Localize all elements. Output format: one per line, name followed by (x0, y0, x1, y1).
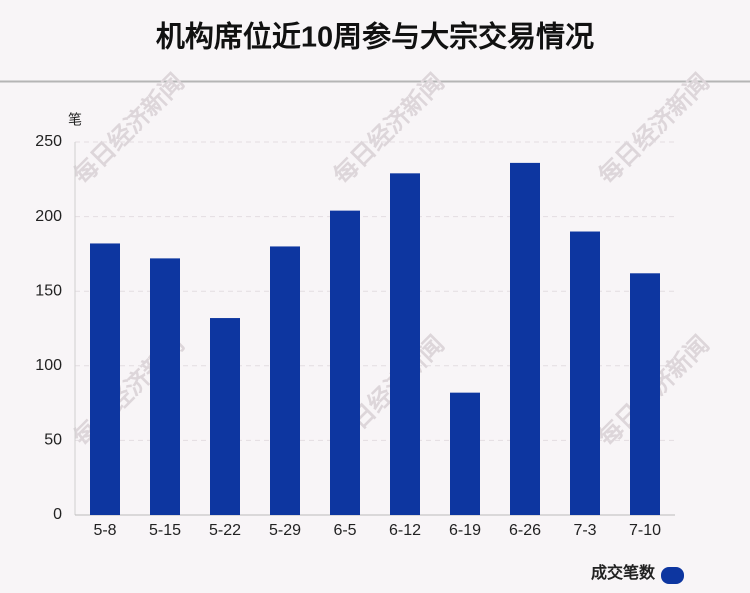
bar (330, 210, 360, 515)
y-tick-label: 150 (35, 282, 62, 299)
bar (390, 173, 420, 515)
legend-label: 成交笔数 (591, 563, 656, 582)
x-tick-label: 5-8 (93, 522, 116, 539)
bar (270, 246, 300, 515)
x-tick-label: 6-19 (449, 522, 481, 539)
x-tick-label: 5-15 (149, 522, 181, 539)
y-axis-label: 笔 (68, 112, 82, 128)
x-tick-label: 5-29 (269, 522, 301, 539)
y-tick-label: 250 (35, 133, 62, 150)
y-tick-label: 0 (53, 506, 62, 523)
x-tick-label: 6-26 (509, 522, 541, 539)
bar (210, 318, 240, 515)
x-tick-label: 7-3 (573, 522, 596, 539)
bar (450, 392, 480, 515)
bar (510, 162, 540, 515)
chart-title: 机构席位近10周参与大宗交易情况 (156, 20, 594, 54)
x-tick-label: 5-22 (209, 522, 241, 539)
bar (570, 231, 600, 515)
x-tick-label: 7-10 (629, 522, 661, 539)
y-tick-label: 200 (35, 208, 62, 225)
y-tick-label: 100 (35, 357, 62, 374)
bar (630, 273, 660, 515)
legend-swatch (661, 567, 684, 584)
x-tick-label: 6-12 (389, 522, 421, 539)
y-tick-label: 50 (44, 432, 62, 449)
bar (90, 243, 120, 515)
bar (150, 258, 180, 515)
x-tick-label: 6-5 (333, 522, 356, 539)
